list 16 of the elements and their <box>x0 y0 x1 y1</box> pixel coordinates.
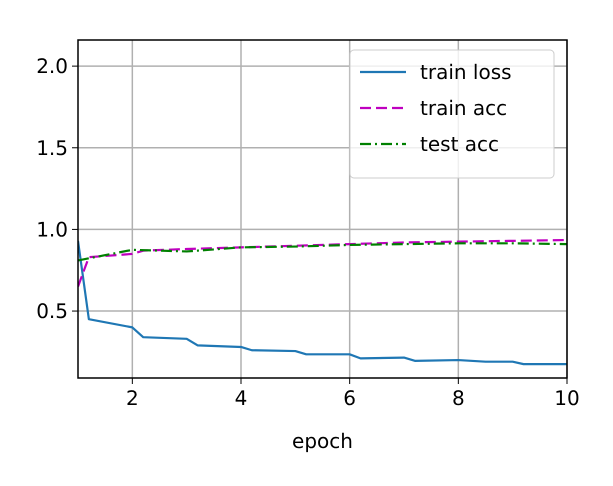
x-tick-label: 10 <box>554 386 580 410</box>
x-tick-label: 2 <box>126 386 139 410</box>
line-series <box>78 240 567 366</box>
x-tick-label: 8 <box>452 386 465 410</box>
x-tick-label: 6 <box>343 386 356 410</box>
line-series <box>78 238 567 288</box>
legend-label: train acc <box>420 96 508 120</box>
legend-label: train loss <box>420 60 512 84</box>
line-series <box>78 242 567 262</box>
y-tick-label: 1.5 <box>36 136 68 160</box>
y-tick-label: 2.0 <box>36 54 68 78</box>
y-tick-label: 0.5 <box>36 299 68 324</box>
x-axis-title: epoch <box>292 429 353 453</box>
y-tick-label: 1.0 <box>36 217 68 242</box>
legend-label: test acc <box>420 132 500 156</box>
x-tick-label: 4 <box>234 386 248 410</box>
